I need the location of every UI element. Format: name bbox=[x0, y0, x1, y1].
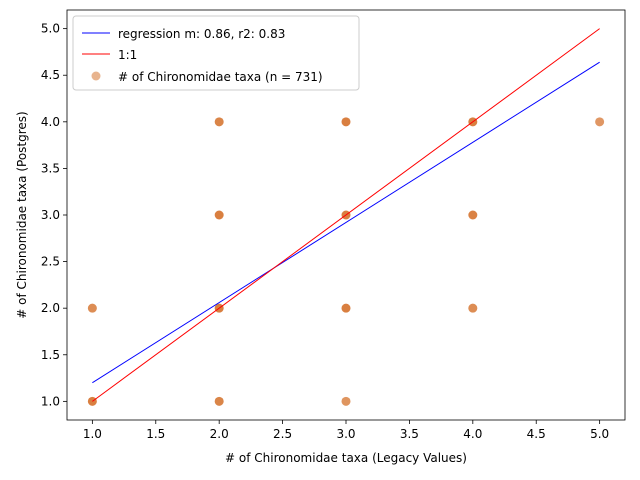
y-tick-label: 5.0 bbox=[41, 22, 60, 36]
x-tick-label: 5.0 bbox=[590, 427, 609, 441]
x-tick-label: 4.0 bbox=[463, 427, 482, 441]
y-tick-label: 3.5 bbox=[41, 161, 60, 175]
y-tick-label: 2.0 bbox=[41, 301, 60, 315]
legend-scatter-label: # of Chironomidae taxa (n = 731) bbox=[118, 70, 323, 84]
y-tick-label: 1.5 bbox=[41, 348, 60, 362]
scatter-point bbox=[468, 303, 478, 313]
scatter-point bbox=[595, 117, 605, 127]
x-tick-label: 1.5 bbox=[146, 427, 165, 441]
plot-layer bbox=[87, 28, 605, 406]
y-tick-label: 2.5 bbox=[41, 255, 60, 269]
y-axis-label: # of Chironomidae taxa (Postgres) bbox=[15, 111, 29, 318]
scatter-point bbox=[341, 396, 351, 406]
y-tick-label: 1.0 bbox=[41, 394, 60, 408]
x-tick-label: 2.5 bbox=[273, 427, 292, 441]
scatter-point bbox=[341, 117, 351, 127]
x-tick-label: 3.0 bbox=[336, 427, 355, 441]
x-tick-label: 4.5 bbox=[527, 427, 546, 441]
scatter-point bbox=[341, 303, 351, 313]
legend-regression-label: regression m: 0.86, r2: 0.83 bbox=[118, 27, 285, 41]
y-tick-label: 4.5 bbox=[41, 68, 60, 82]
x-tick-label: 3.5 bbox=[400, 427, 419, 441]
x-axis-label: # of Chironomidae taxa (Legacy Values) bbox=[225, 451, 467, 465]
regression-line bbox=[92, 61, 600, 384]
x-tick-label: 1.0 bbox=[83, 427, 102, 441]
legend-box bbox=[72, 15, 360, 91]
y-tick-label: 4.0 bbox=[41, 115, 60, 129]
scatter-point bbox=[214, 210, 224, 220]
legend-identity-label: 1:1 bbox=[118, 48, 137, 62]
identity-line bbox=[92, 28, 600, 402]
y-tick-label: 3.0 bbox=[41, 208, 60, 222]
x-tick-label: 2.0 bbox=[210, 427, 229, 441]
ticks-layer: 1.0 1.5 2.0 2.5 3.0 3.5 4.0 4.5 5.0 1.0 1.5 2.0 2.5 3… bbox=[41, 22, 609, 441]
scatter-point bbox=[87, 303, 97, 313]
legend: regression m: 0.86, r2: 0.83 1:1 # of Ch… bbox=[72, 15, 360, 91]
legend-scatter-swatch bbox=[91, 71, 101, 81]
scatter-point bbox=[214, 117, 224, 127]
scatter-point bbox=[468, 210, 478, 220]
scatter-point bbox=[214, 396, 224, 406]
